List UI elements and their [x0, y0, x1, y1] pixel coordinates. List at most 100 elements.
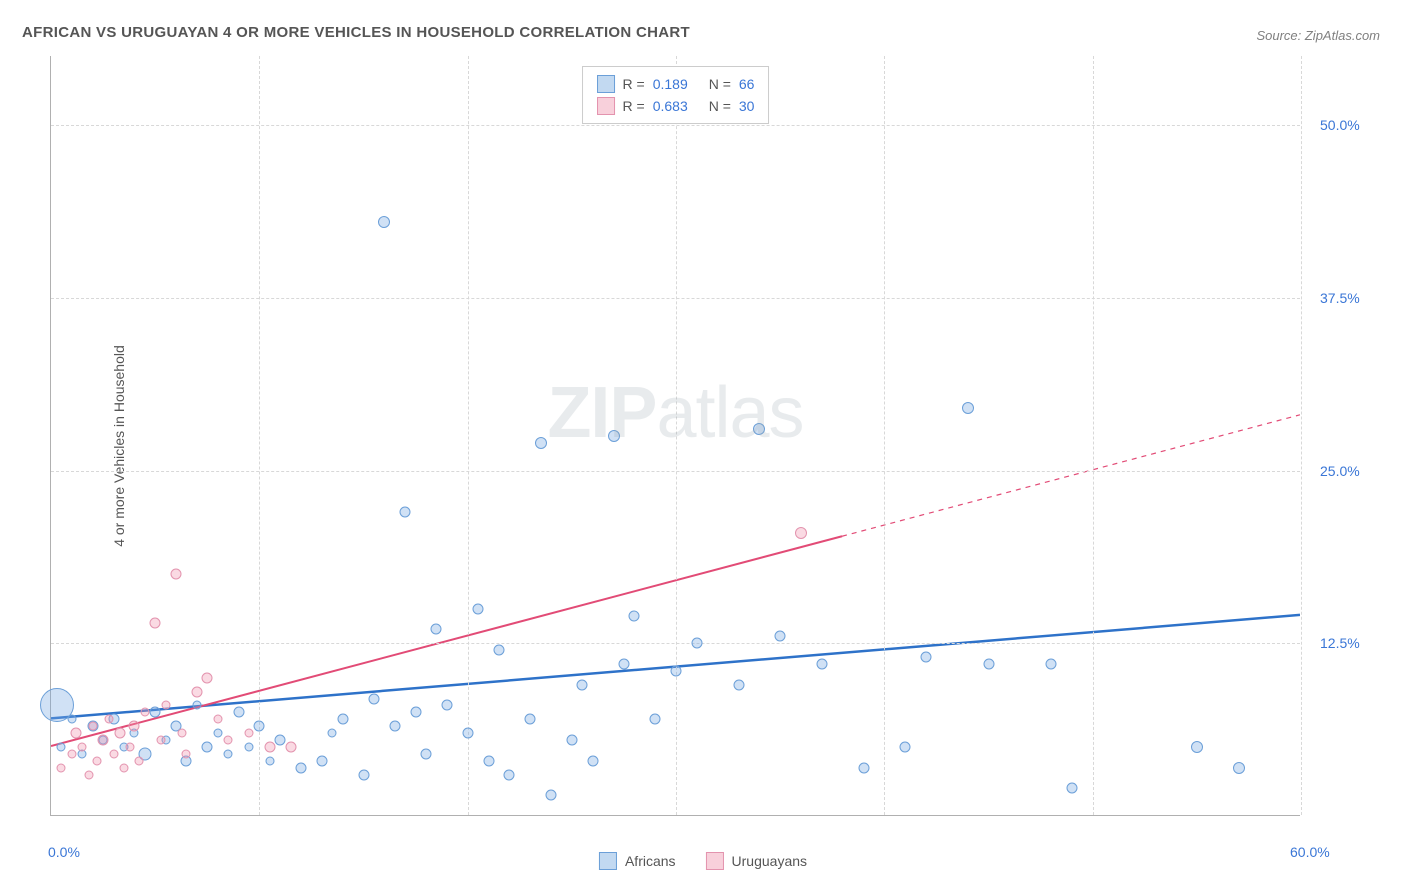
- data-point: [213, 729, 222, 738]
- data-point: [244, 742, 253, 751]
- gridline-vertical: [1093, 56, 1094, 815]
- series-legend: Africans Uruguayans: [599, 852, 807, 870]
- data-point: [431, 624, 442, 635]
- data-point: [587, 755, 598, 766]
- data-point: [400, 507, 411, 518]
- data-point: [224, 736, 233, 745]
- data-point: [316, 755, 327, 766]
- data-point: [328, 729, 337, 738]
- data-point: [109, 749, 118, 758]
- data-point: [264, 741, 275, 752]
- data-point: [816, 659, 827, 670]
- gridline-vertical: [259, 56, 260, 815]
- correlation-legend: R = 0.189 N = 66 R = 0.683 N = 30: [582, 66, 770, 124]
- data-point: [671, 665, 682, 676]
- y-tick-label: 50.0%: [1320, 117, 1360, 133]
- data-point: [161, 701, 170, 710]
- source-attribution: Source: ZipAtlas.com: [1256, 28, 1380, 43]
- legend-item-uruguayans: Uruguayans: [706, 852, 808, 870]
- data-point: [98, 735, 109, 746]
- data-point: [650, 714, 661, 725]
- data-point: [525, 714, 536, 725]
- data-point: [126, 742, 135, 751]
- data-point: [171, 569, 182, 580]
- data-point: [296, 762, 307, 773]
- data-point: [92, 756, 101, 765]
- data-point: [202, 741, 213, 752]
- data-point: [71, 728, 82, 739]
- data-point: [67, 715, 76, 724]
- data-point: [202, 672, 213, 683]
- data-point: [421, 748, 432, 759]
- data-point: [244, 729, 253, 738]
- gridline-vertical: [676, 56, 677, 815]
- data-point: [900, 741, 911, 752]
- data-point: [962, 402, 974, 414]
- data-point: [178, 729, 187, 738]
- data-point: [192, 701, 201, 710]
- data-point: [150, 617, 161, 628]
- data-point: [608, 430, 620, 442]
- legend-item-africans: Africans: [599, 852, 676, 870]
- data-point: [285, 741, 296, 752]
- swatch-pink: [597, 97, 615, 115]
- trend-line: [51, 536, 842, 746]
- legend-row-africans: R = 0.189 N = 66: [597, 73, 755, 95]
- data-point: [1191, 741, 1203, 753]
- data-point: [105, 715, 114, 724]
- data-point: [254, 721, 265, 732]
- data-point: [224, 749, 233, 758]
- data-point: [566, 735, 577, 746]
- legend-row-uruguayans: R = 0.683 N = 30: [597, 95, 755, 117]
- data-point: [57, 742, 66, 751]
- data-point: [1233, 762, 1245, 774]
- swatch-pink-icon: [706, 852, 724, 870]
- data-point: [368, 693, 379, 704]
- y-tick-label: 12.5%: [1320, 635, 1360, 651]
- data-point: [775, 631, 786, 642]
- data-point: [858, 762, 869, 773]
- data-point: [140, 708, 149, 717]
- data-point: [504, 769, 515, 780]
- gridline-vertical: [1301, 56, 1302, 815]
- data-point: [182, 749, 191, 758]
- gridline-vertical: [468, 56, 469, 815]
- data-point: [535, 437, 547, 449]
- data-point: [119, 763, 128, 772]
- data-point: [88, 722, 97, 731]
- data-point: [473, 603, 484, 614]
- data-point: [1066, 783, 1077, 794]
- trend-line-extrapolated: [842, 415, 1300, 536]
- data-point: [441, 700, 452, 711]
- data-point: [213, 715, 222, 724]
- data-point: [389, 721, 400, 732]
- data-point: [629, 610, 640, 621]
- data-point: [753, 423, 765, 435]
- data-point: [114, 728, 125, 739]
- swatch-blue-icon: [599, 852, 617, 870]
- plot-area: ZIPatlas R = 0.189 N = 66 R = 0.683 N = …: [50, 56, 1300, 816]
- data-point: [410, 707, 421, 718]
- y-tick-label: 37.5%: [1320, 290, 1360, 306]
- data-point: [233, 707, 244, 718]
- data-point: [546, 790, 557, 801]
- data-point: [191, 686, 202, 697]
- data-point: [358, 769, 369, 780]
- gridline-vertical: [884, 56, 885, 815]
- data-point: [462, 728, 473, 739]
- data-point: [378, 216, 390, 228]
- x-min-label: 0.0%: [48, 844, 80, 860]
- chart-title: AFRICAN VS URUGUAYAN 4 OR MORE VEHICLES …: [22, 24, 690, 41]
- data-point: [67, 749, 76, 758]
- data-point: [78, 742, 87, 751]
- x-max-label: 60.0%: [1290, 844, 1330, 860]
- swatch-blue: [597, 75, 615, 93]
- data-point: [983, 659, 994, 670]
- data-point: [618, 659, 629, 670]
- data-point: [134, 756, 143, 765]
- data-point: [150, 707, 161, 718]
- data-point: [57, 763, 66, 772]
- data-point: [493, 645, 504, 656]
- data-point: [337, 714, 348, 725]
- data-point: [733, 679, 744, 690]
